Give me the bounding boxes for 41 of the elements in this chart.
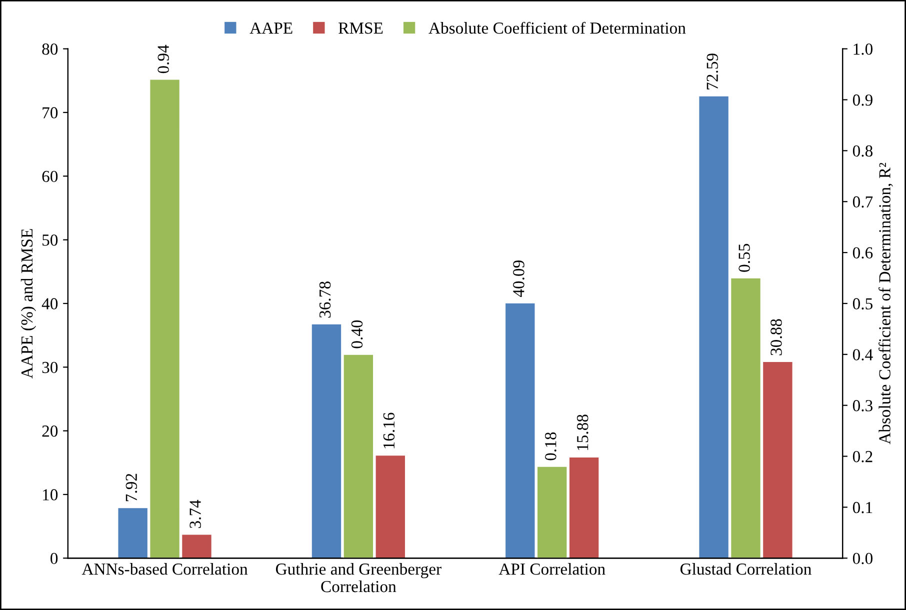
data-label: 0.94	[158, 44, 170, 74]
y2-tick-label: 0.7	[852, 196, 873, 208]
legend-label: Absolute Coefficient of Determination	[428, 22, 686, 34]
data-label: 3.74	[190, 500, 201, 528]
y-axis-title: AAPE (%) and RMSE	[20, 229, 36, 379]
y2-axis-title: Absolute Coefficient of Determination, R²	[878, 162, 893, 444]
x-tick-label: Guthrie and Greenberger Correlation	[276, 563, 442, 592]
data-label: 16.16	[383, 412, 395, 448]
y-tick-label: 80	[42, 44, 58, 55]
y2-tick-label: 0.1	[852, 502, 872, 514]
y2-tick-label: 0.6	[852, 247, 873, 259]
y-tick-label: 40	[42, 298, 58, 310]
y2-tick-label: 0.0	[852, 552, 872, 564]
y-tick-label: 50	[42, 234, 58, 246]
x-tick-label: API Correlation	[498, 563, 606, 575]
y-tick-label: 60	[42, 170, 58, 182]
y-tick-label: 10	[43, 489, 58, 500]
y-tick-label: 20	[42, 426, 58, 437]
legend-label: RMSE	[338, 22, 383, 34]
y2-tick-label: 0.5	[852, 298, 872, 310]
data-label: 15.88	[576, 414, 588, 450]
y2-tick-label: 0.9	[852, 94, 872, 106]
data-label: 30.88	[770, 319, 782, 356]
data-label: 0.55	[738, 244, 750, 272]
y-tick-label: 30	[42, 362, 58, 374]
data-label: 40.09	[513, 260, 524, 298]
y2-tick-label: 0.4	[852, 349, 873, 360]
y2-tick-label: 0.3	[852, 400, 872, 412]
x-tick-label: Glustad Correlation	[680, 563, 812, 575]
data-label: 72.59	[706, 54, 718, 90]
y2-tick-label: 0.8	[852, 145, 872, 157]
data-label: 7.92	[126, 474, 138, 502]
data-label: 0.18	[545, 432, 556, 460]
y-tick-label: 70	[42, 107, 58, 118]
legend-label: AAPE	[250, 22, 292, 34]
data-label: 0.40	[351, 320, 363, 348]
data-label: 36.78	[319, 282, 331, 318]
x-tick-label: ANNs-based Correlation	[82, 563, 248, 575]
y2-tick-label: 0.2	[852, 450, 872, 462]
y2-tick-label: 1.0	[854, 44, 872, 55]
y-tick-label: 0	[50, 552, 58, 564]
